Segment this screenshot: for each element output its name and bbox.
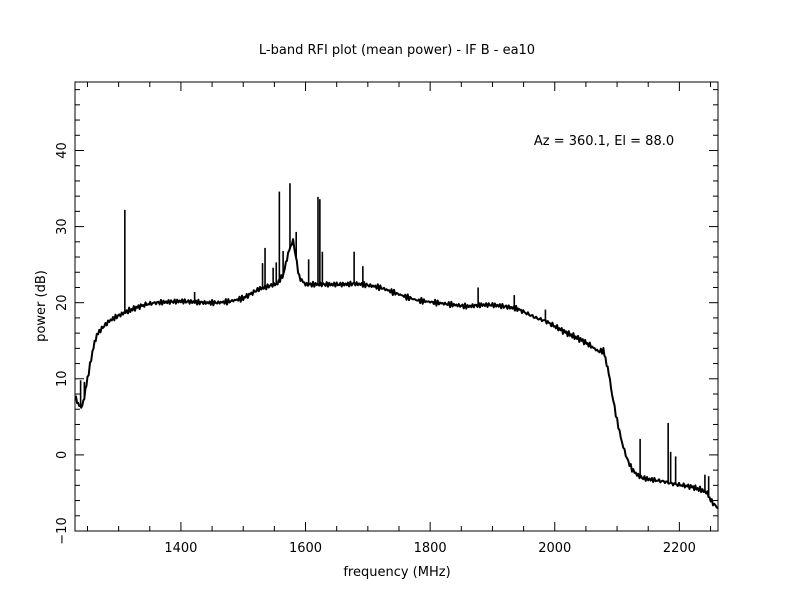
chart-title: L-band RFI plot (mean power) - IF B - ea… — [259, 43, 535, 58]
y-tick-label: 10 — [55, 371, 70, 388]
y-tick-label: 30 — [55, 218, 70, 235]
x-axis-label: frequency (MHz) — [343, 565, 450, 580]
y-tick-label: 0 — [55, 451, 70, 459]
plot-frame — [74, 81, 719, 532]
y-tick-label: 20 — [55, 294, 70, 311]
x-tick-label: 2200 — [663, 541, 696, 556]
y-tick-labels: −10 0 10 20 30 40 — [55, 142, 70, 545]
x-tick-label: 1400 — [164, 541, 197, 556]
x-tick-label: 2000 — [538, 541, 571, 556]
position-annotation: Az = 360.1, El = 88.0 — [534, 134, 674, 149]
axis-ticks — [75, 82, 718, 532]
series-line — [74, 238, 719, 510]
y-tick-label: −10 — [55, 517, 70, 544]
y-tick-label: 40 — [55, 142, 70, 159]
x-tick-label: 1600 — [289, 541, 322, 556]
x-tick-label: 1800 — [414, 541, 447, 556]
x-tick-labels: 1400 1600 1800 2000 2200 — [164, 541, 696, 556]
rfi-spikes — [79, 183, 710, 496]
y-axis-label: power (dB) — [34, 270, 49, 342]
